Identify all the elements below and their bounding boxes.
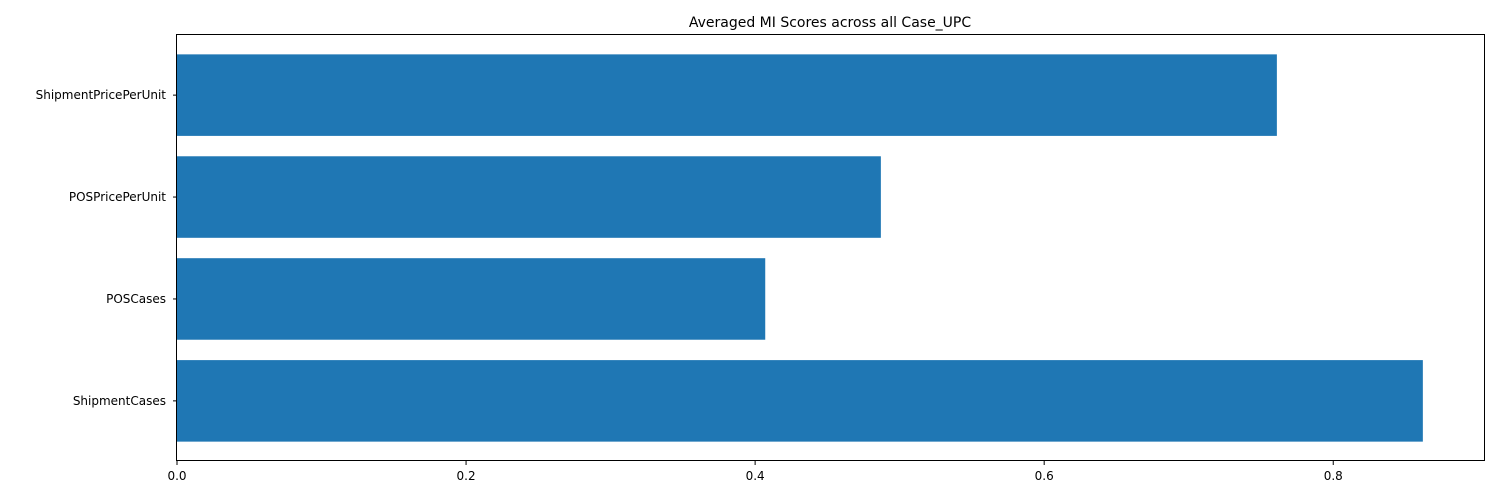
x-tick-label: 0.6 <box>1035 469 1054 483</box>
chart-title: Averaged MI Scores across all Case_UPC <box>689 15 972 31</box>
plot-frame <box>176 34 1485 461</box>
bar-POSPricePerUnit <box>177 156 881 238</box>
y-tick-label: POSPricePerUnit <box>69 190 166 204</box>
y-tick-label: ShipmentCases <box>73 394 166 408</box>
y-tick-label: ShipmentPricePerUnit <box>36 88 167 102</box>
x-tick-label: 0.0 <box>167 469 186 483</box>
bar-ShipmentCases <box>177 360 1423 442</box>
x-tick-label: 0.2 <box>457 469 476 483</box>
bars-group <box>177 54 1423 442</box>
bar-POSCases <box>177 258 766 340</box>
y-tick-label: POSCases <box>106 292 166 306</box>
x-tick-label: 0.4 <box>746 469 765 483</box>
x-axis-ticks: 0.0 0.2 0.4 0.6 0.8 <box>167 461 1343 483</box>
y-axis-ticks: ShipmentPricePerUnit POSPricePerUnit POSCa… <box>36 88 177 408</box>
x-tick-label: 0.8 <box>1324 469 1343 483</box>
bar-ShipmentPricePerUnit <box>177 54 1277 136</box>
